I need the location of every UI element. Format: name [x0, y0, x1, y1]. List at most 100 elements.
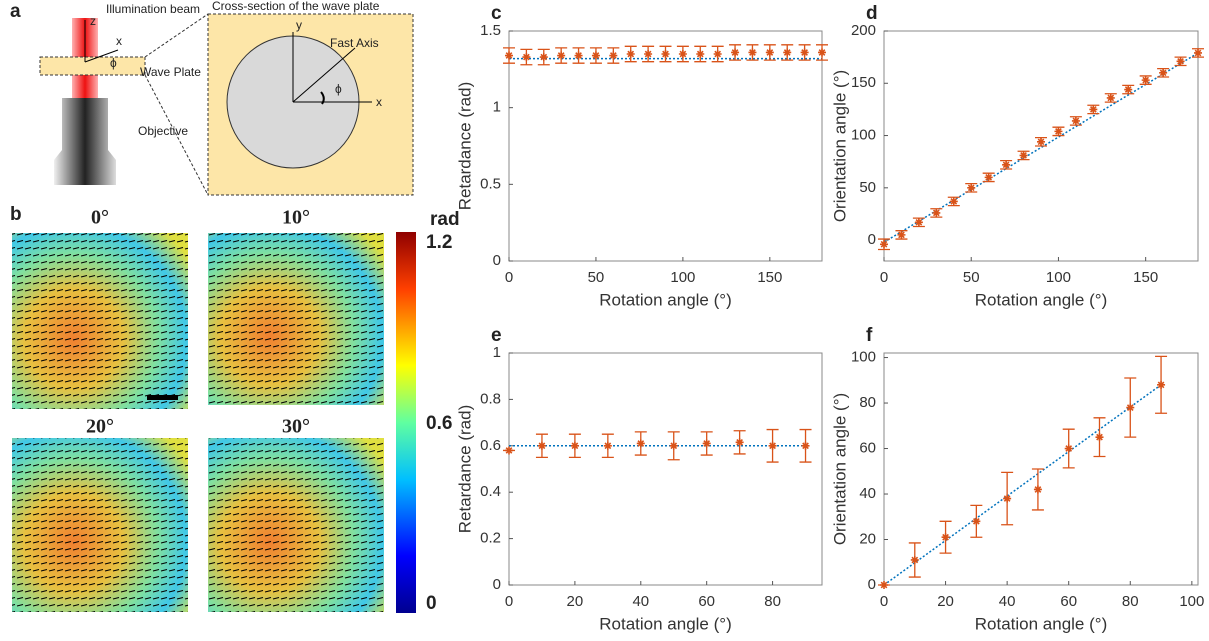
- image-title: 20°: [86, 416, 114, 438]
- marker: [800, 48, 809, 57]
- y-tick-label: 50: [859, 179, 876, 196]
- x-tick-label: 150: [1133, 269, 1158, 286]
- y-axis-label: Retardance (rad): [455, 405, 474, 534]
- marker: [1064, 444, 1073, 453]
- marker: [932, 208, 941, 217]
- x-tick-label: 150: [757, 269, 782, 286]
- label: Illumination beam: [106, 2, 200, 16]
- marker: [972, 517, 981, 526]
- label: Wave Plate: [140, 65, 201, 79]
- marker: [505, 51, 513, 60]
- marker: [735, 438, 744, 447]
- marker: [880, 581, 888, 589]
- marker: [574, 51, 583, 60]
- fast-axis: [292, 47, 356, 103]
- marker: [1157, 380, 1166, 389]
- marker: [731, 48, 740, 57]
- marker: [1071, 116, 1080, 125]
- label: z: [90, 14, 96, 28]
- panel-letter: d: [866, 3, 878, 24]
- marker: [644, 50, 653, 58]
- panel-letter: f: [866, 325, 873, 346]
- marker: [557, 51, 566, 60]
- axis: [84, 49, 119, 63]
- y-tick-label: 80: [859, 394, 876, 411]
- colorbar-tick: 0: [426, 593, 437, 614]
- image: [208, 438, 384, 612]
- x-tick-label: 40: [999, 593, 1016, 610]
- marker: [748, 48, 757, 57]
- y-tick-label: 40: [859, 485, 876, 502]
- marker: [984, 173, 993, 182]
- colorbar-label: rad: [430, 209, 460, 230]
- y-tick-label: 0.4: [480, 483, 501, 500]
- angle-arc: [320, 91, 325, 105]
- guide: [144, 13, 209, 58]
- marker: [603, 441, 612, 450]
- marker: [626, 50, 635, 58]
- marker: [1194, 48, 1202, 57]
- x-tick-label: 60: [698, 593, 715, 610]
- y-tick-label: 100: [851, 127, 876, 144]
- label: ϕ: [335, 82, 342, 96]
- x-axis-label: Rotation angle (°): [975, 614, 1107, 633]
- label: Cross-section of the wave plate: [212, 0, 380, 13]
- marker: [897, 230, 906, 239]
- marker: [1176, 57, 1185, 66]
- y-tick-label: 60: [859, 439, 876, 456]
- x-tick-label: 50: [963, 269, 980, 286]
- label: Fast Axis: [330, 36, 379, 50]
- label: Objective: [138, 124, 188, 138]
- panel-letter: a: [10, 1, 21, 22]
- x-tick-label: 100: [1179, 593, 1204, 610]
- marker: [1003, 494, 1012, 503]
- panel-letter: b: [10, 204, 22, 225]
- marker: [1124, 85, 1133, 94]
- colorbar: [396, 232, 416, 613]
- y-tick-label: 0: [868, 576, 876, 593]
- image-title: 10°: [282, 207, 310, 229]
- colorbar-tick: 1.2: [426, 232, 452, 253]
- x-axis-label: Rotation angle (°): [599, 614, 731, 633]
- marker: [696, 50, 705, 58]
- y-tick-label: 0.5: [480, 175, 501, 192]
- x-axis-label: Rotation angle (°): [599, 290, 731, 309]
- marker: [914, 218, 923, 227]
- y-tick-label: 1.5: [480, 22, 501, 39]
- y-axis-label: Orientation angle (°): [830, 70, 849, 222]
- marker: [1106, 93, 1115, 102]
- objective: [54, 98, 116, 185]
- marker: [801, 441, 810, 450]
- marker: [505, 446, 513, 455]
- marker: [1033, 485, 1042, 494]
- x-tick-label: 100: [1046, 269, 1071, 286]
- y-tick-label: 100: [851, 349, 876, 366]
- marker: [765, 48, 774, 57]
- y-tick-label: 150: [851, 74, 876, 91]
- panel-letter: e: [491, 325, 502, 346]
- y-axis-label: Retardance (rad): [455, 82, 474, 211]
- marker: [1089, 105, 1098, 114]
- x-tick-label: 0: [505, 269, 513, 286]
- marker: [880, 240, 888, 249]
- marker: [661, 50, 670, 58]
- y-tick-label: 0: [493, 576, 501, 593]
- marker: [967, 183, 976, 192]
- y-tick-label: 0: [868, 231, 876, 248]
- panel-letter: c: [491, 3, 502, 24]
- label: x: [116, 34, 122, 48]
- marker: [702, 439, 711, 448]
- marker: [537, 441, 546, 450]
- marker: [713, 50, 722, 58]
- x-tick-label: 0: [505, 593, 513, 610]
- fit-line: [883, 384, 1162, 586]
- marker: [1126, 403, 1135, 412]
- marker: [1095, 433, 1104, 442]
- marker: [941, 533, 950, 542]
- marker: [1037, 137, 1045, 146]
- image-title: 0°: [91, 207, 109, 229]
- plot-area: [508, 30, 823, 262]
- colorbar-tick: 0.6: [426, 413, 452, 434]
- y-axis-label: Orientation angle (°): [830, 393, 849, 545]
